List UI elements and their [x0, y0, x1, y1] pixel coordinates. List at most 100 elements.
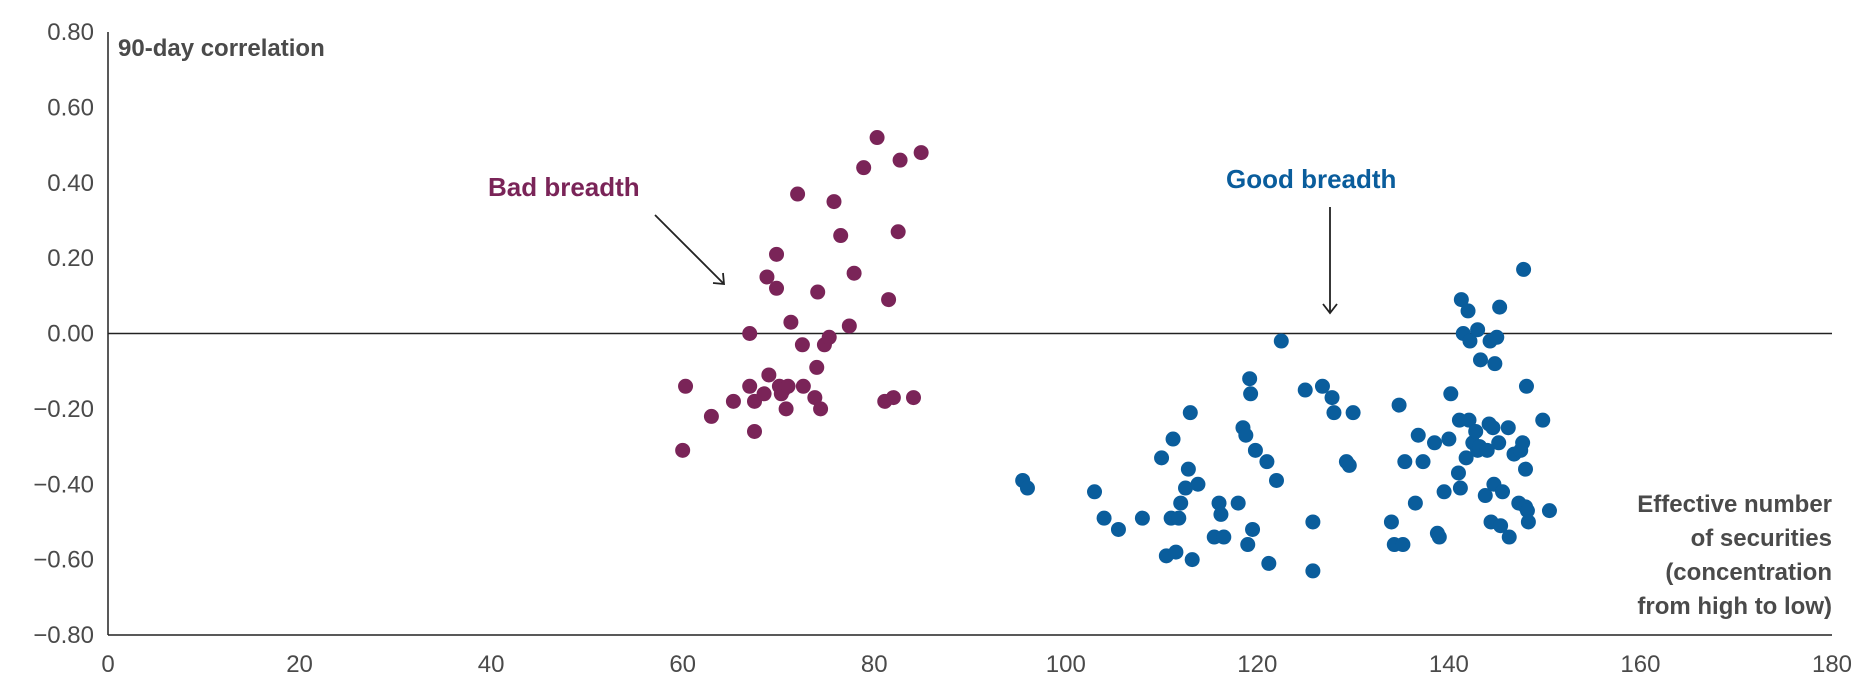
data-point — [778, 401, 794, 417]
data-point — [1487, 356, 1503, 372]
data-point — [1324, 390, 1340, 406]
data-point — [1297, 382, 1313, 398]
data-point — [841, 318, 857, 334]
data-point — [1441, 431, 1457, 447]
data-point — [1452, 480, 1468, 496]
data-point — [678, 378, 694, 394]
data-point — [1450, 465, 1466, 481]
data-point — [1182, 405, 1198, 421]
data-point — [1470, 322, 1486, 338]
x-tick-label: 100 — [1046, 651, 1086, 678]
data-point — [905, 390, 921, 406]
data-point — [1518, 461, 1534, 477]
data-point — [1516, 261, 1532, 277]
data-point — [1431, 529, 1447, 545]
data-point — [1472, 352, 1488, 368]
data-point — [1173, 495, 1189, 511]
data-point — [795, 378, 811, 394]
data-point — [1501, 529, 1517, 545]
data-point — [1240, 537, 1256, 553]
data-point — [1245, 521, 1261, 537]
data-point — [1165, 431, 1181, 447]
data-point — [1436, 484, 1452, 500]
x-tick-label: 20 — [286, 651, 313, 678]
data-point — [885, 390, 901, 406]
data-point — [807, 390, 823, 406]
annotation-good-breadth-arrow — [1322, 207, 1338, 315]
y-axis-label: 90-day correlation — [118, 35, 325, 62]
data-point — [742, 326, 758, 341]
data-point — [813, 401, 829, 417]
data-point — [1314, 378, 1330, 394]
data-point — [1230, 495, 1246, 511]
data-point — [881, 292, 897, 308]
data-point — [1462, 333, 1478, 349]
data-point — [761, 367, 777, 383]
data-point — [1087, 484, 1103, 500]
data-point — [1477, 488, 1493, 504]
data-point — [1242, 371, 1258, 387]
data-point — [1268, 472, 1284, 488]
x-axis-label-line-1: Effective number — [1637, 491, 1832, 518]
x-axis-label-line-3: (concentration — [1665, 559, 1832, 586]
y-tick-label: 0.40 — [47, 170, 94, 197]
data-point — [1397, 454, 1413, 470]
data-point — [821, 329, 837, 345]
y-tick-label: −0.60 — [33, 547, 94, 574]
data-point — [780, 378, 796, 394]
data-point — [869, 130, 885, 146]
data-point — [1096, 510, 1112, 526]
data-point — [675, 442, 691, 458]
data-point — [725, 393, 741, 409]
data-point — [1383, 514, 1399, 530]
data-point — [1190, 476, 1206, 492]
x-tick-label: 160 — [1620, 651, 1660, 678]
data-point — [1468, 423, 1484, 439]
data-point — [1460, 303, 1476, 319]
x-tick-label: 180 — [1812, 651, 1852, 678]
data-point — [810, 284, 826, 300]
data-point — [1491, 435, 1507, 451]
data-point — [826, 194, 842, 210]
y-tick-label: −0.20 — [33, 396, 94, 423]
data-point — [783, 314, 799, 330]
data-point — [1541, 503, 1557, 519]
data-point — [1261, 555, 1277, 571]
data-point — [742, 378, 758, 394]
data-point — [769, 246, 785, 262]
data-point — [794, 337, 810, 353]
annotation-good-breadth: Good breadth — [1226, 164, 1396, 194]
series-bad-breadth — [675, 130, 929, 458]
data-point — [1184, 552, 1200, 568]
data-point — [1180, 461, 1196, 477]
data-point — [1326, 405, 1342, 421]
data-point — [1178, 480, 1193, 496]
data-point — [856, 160, 872, 176]
data-point — [1171, 510, 1187, 526]
data-point — [1495, 484, 1511, 500]
data-point — [1247, 442, 1263, 458]
data-point — [1213, 506, 1229, 522]
data-point — [747, 423, 762, 439]
x-tick-label: 60 — [669, 651, 696, 678]
x-axis-ticks: 0 20 40 60 80 100 120 140 160 180 — [101, 651, 1852, 678]
annotation-bad-breadth: Bad breadth — [488, 172, 640, 202]
data-point — [1407, 495, 1423, 511]
y-tick-label: 0.80 — [47, 19, 94, 46]
data-point — [890, 224, 906, 240]
data-point — [790, 186, 806, 202]
x-tick-label: 40 — [478, 651, 505, 678]
data-point — [1154, 450, 1170, 466]
data-point — [1493, 518, 1509, 534]
data-point — [1238, 427, 1254, 443]
data-point — [1415, 454, 1431, 470]
data-point — [1168, 544, 1184, 560]
data-point — [1461, 412, 1477, 428]
data-point — [1479, 442, 1495, 458]
y-tick-label: −0.40 — [33, 471, 94, 498]
data-point — [1458, 450, 1474, 466]
x-tick-label: 120 — [1237, 651, 1277, 678]
data-point — [756, 386, 772, 402]
data-point — [1535, 412, 1551, 428]
